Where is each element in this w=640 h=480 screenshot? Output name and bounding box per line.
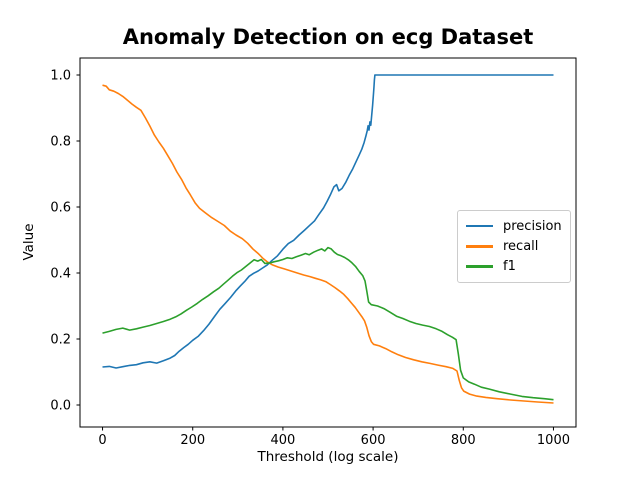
x-tick-label: 200 (180, 433, 205, 448)
legend-label: f1 (503, 259, 516, 275)
x-tick-label: 400 (270, 433, 295, 448)
series-line-precision (102, 74, 554, 369)
y-tick-label: 0.6 (50, 200, 71, 215)
series-line-f1 (102, 246, 554, 401)
legend-entry-f1: f1 (466, 257, 562, 277)
x-tick-label: 600 (361, 433, 386, 448)
legend-line-swatch-recall (466, 245, 493, 248)
y-tick-label: 0.2 (50, 332, 71, 347)
legend-label: recall (503, 238, 539, 254)
series-line-recall (102, 84, 554, 404)
legend-line-swatch-f1 (466, 265, 493, 268)
y-tick-label: 0.8 (50, 134, 71, 149)
y-axis-label: Value (21, 223, 37, 261)
legend-line-swatch-precision (466, 224, 493, 228)
legend-entry-precision: precision (466, 216, 562, 236)
chart-title: Anomaly Detection on ecg Dataset (122, 25, 534, 49)
legend-entry-recall: recall (466, 236, 562, 256)
x-tick-label: 1000 (537, 433, 570, 448)
x-tick-label: 0 (98, 433, 106, 448)
y-tick-label: 0.4 (50, 266, 71, 281)
x-axis-label: Threshold (log scale) (257, 449, 399, 465)
y-tick-label: 0.0 (50, 398, 71, 413)
legend-label: precision (503, 218, 562, 234)
axes-frame (79, 57, 577, 428)
y-tick-label: 1.0 (50, 68, 71, 83)
legend: precision recall f1 (457, 210, 571, 283)
x-tick-label: 800 (451, 433, 476, 448)
